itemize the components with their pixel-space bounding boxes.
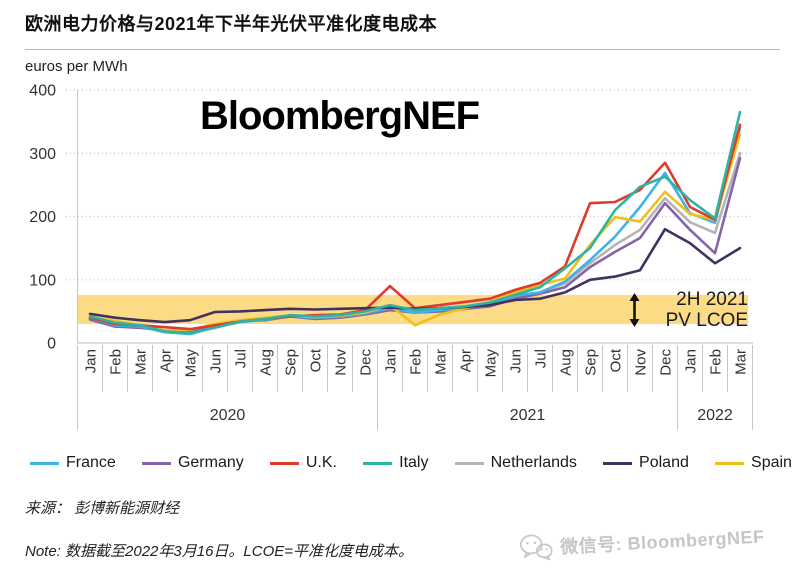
legend-item-netherlands: Netherlands [454,454,577,472]
legend-label: Germany [177,454,244,471]
bloombergnef-watermark: BloombergNEF [200,94,480,138]
x-tick-label: Dec [358,349,375,376]
x-tick-label: Sep [583,349,600,376]
legend-swatch [603,461,633,465]
x-tick-label: Oct [308,348,325,372]
x-tick-label: Nov [633,349,650,376]
legend-swatch [363,461,393,465]
legend-swatch [30,461,59,465]
x-tick-label: Jan [383,349,400,373]
legend-label: Spain [751,454,792,471]
x-tick-label: Jan [83,349,100,373]
lcoe-band-annotation: 2H 2021 PV LCOE [666,289,748,331]
legend-swatch [141,461,171,465]
x-tick-label: Dec [658,349,675,376]
legend-label: U.K. [305,454,337,471]
chart-title: 欧洲电力价格与2021年下半年光伏平准化度电成本 [25,14,438,34]
year-label-2020: 2020 [210,407,246,424]
x-tick-label: Feb [708,349,725,375]
x-tick-label: Apr [158,349,175,372]
legend-label: Netherlands [490,454,577,471]
x-tick-label: May [483,349,500,378]
x-tick-label: Aug [558,349,575,376]
legend-item-germany: Germany [141,454,244,472]
y-tick-label-0: 0 [47,336,56,353]
y-axis-unit-label: euros per MWh [25,58,128,75]
wechat-watermark-text: 微信号: BloombergNEF [559,526,765,557]
x-tick-label: Sep [283,349,300,376]
x-tick-label: Mar [433,349,450,375]
x-tick-label: Aug [258,349,275,376]
x-tick-label: Mar [733,349,750,375]
y-tick-label-300: 300 [29,146,56,163]
y-tick-label-400: 400 [29,83,56,100]
series-line-italy [88,110,742,335]
y-tick-label-200: 200 [29,209,56,226]
wechat-icon [519,534,553,561]
legend-label: Poland [639,454,689,471]
note-text: Note: 数据截至2022年3月16日。LCOE=平准化度电成本。 [25,543,414,560]
x-tick-label: May [183,349,200,378]
price-line-chart: 0 100 200 300 400 Jan Feb Mar Apr May Jun Jul Aug Sep… [29,83,753,430]
x-tick-label: Feb [108,349,125,375]
x-tick-label: Jan [683,349,700,373]
x-tick-label: Nov [333,349,350,376]
legend-swatch [715,461,745,465]
lcoe-annotation-line1: 2H 2021 [676,289,748,310]
year-label-2022: 2022 [697,407,733,424]
lcoe-range-arrow-icon [629,293,640,327]
y-tick-label-100: 100 [29,272,56,289]
x-tick-label: Feb [408,349,425,375]
wechat-watermark: 微信号: BloombergNEF [517,521,765,563]
legend-swatch [269,461,299,465]
chart-legend: France Germany U.K. Italy Netherlands Poland S… [30,450,792,476]
legend-item-italy: Italy [363,454,428,472]
x-tick-label: Oct [608,348,625,372]
x-tick-label: Jun [208,349,225,373]
legend-item-france: France [30,454,116,472]
legend-label: Italy [399,454,429,471]
x-tick-label: Mar [133,349,150,375]
x-tick-label: Jun [508,349,525,373]
lcoe-annotation-line2: PV LCOE [665,310,748,331]
x-tick-label: Jul [533,349,550,368]
legend-swatch [454,461,484,465]
x-tick-label: Apr [458,349,475,372]
x-tick-label: Jul [233,349,250,368]
legend-item-spain: Spain [715,454,792,472]
legend-item-poland: Poland [603,454,689,472]
legend-label: France [66,454,116,471]
legend-item-uk: U.K. [269,454,337,472]
title-divider [25,49,780,50]
source-text: 来源： 彭博新能源财经 [25,500,180,517]
year-label-2021: 2021 [510,407,546,424]
